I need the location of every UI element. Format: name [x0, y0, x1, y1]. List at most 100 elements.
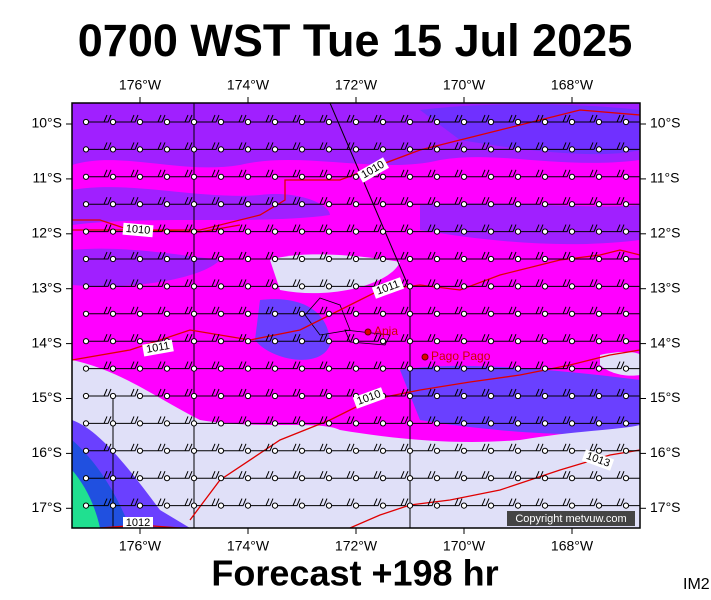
wind-barb: [329, 169, 355, 178]
wind-barb: [383, 361, 409, 370]
wind-barb: [302, 197, 328, 205]
wind-barb: [464, 498, 490, 507]
barb-station: [325, 310, 333, 317]
wind-barb: [626, 313, 640, 315]
barb-station: [433, 201, 441, 208]
wind-barb: [356, 251, 382, 260]
wind-barb: [356, 306, 382, 315]
barb-station: [595, 502, 603, 509]
barb-station: [568, 392, 576, 400]
wind-barb: [302, 498, 328, 507]
barb-station: [325, 392, 333, 400]
barb-station: [622, 146, 630, 153]
barb-station: [136, 420, 144, 427]
wind-barb: [275, 169, 301, 178]
barb-station: [379, 228, 387, 235]
barb-station: [82, 255, 90, 263]
wind-barb: [86, 279, 112, 287]
wind-barb: [383, 498, 409, 507]
wind-barb: [626, 422, 640, 424]
wind-barb: [329, 388, 355, 397]
wind-barb: [221, 224, 247, 233]
isobar-label-box: [122, 222, 154, 238]
barb-station: [460, 338, 468, 345]
barb-station: [136, 365, 144, 372]
barb-station: [82, 310, 90, 317]
wind-barb: [572, 361, 598, 370]
barb-station: [352, 310, 360, 317]
wind-barb: [329, 306, 355, 315]
wind-barb: [221, 388, 247, 397]
wind-barb: [356, 334, 382, 342]
wind-barb: [572, 334, 598, 342]
wind-barb: [572, 197, 598, 205]
barb-station: [379, 310, 387, 317]
barb-station: [109, 420, 117, 427]
barb-station: [298, 392, 306, 400]
barb-station: [244, 173, 252, 180]
wind-barb: [275, 279, 301, 287]
wind-barb: [545, 279, 571, 287]
lat-label: 14°S: [31, 334, 62, 350]
copyright-box: [507, 511, 635, 526]
wind-barb: [545, 334, 571, 342]
wind-barb: [410, 361, 436, 370]
wind-barb: [194, 361, 220, 370]
wind-barb: [599, 251, 625, 260]
barb-station: [379, 338, 387, 345]
lon-label: 168°W: [551, 538, 594, 554]
isobar-label-box: [371, 277, 405, 299]
barb-station: [217, 118, 225, 126]
wind-barb: [464, 306, 490, 315]
barb-station: [244, 201, 252, 208]
lat-label: 12°S: [31, 225, 62, 241]
wind-barb: [599, 197, 625, 205]
barb-station: [460, 118, 468, 126]
barb-station: [163, 365, 171, 372]
wind-barb: [167, 306, 193, 315]
barb-station: [460, 201, 468, 208]
barb-station: [460, 365, 468, 372]
barb-station: [352, 118, 360, 126]
wind-barb: [194, 498, 220, 507]
barb-station: [190, 502, 198, 509]
place-label: Apia: [374, 324, 398, 338]
wind-barb: [275, 142, 301, 150]
barb-station: [136, 475, 144, 482]
wind-barb: [221, 251, 247, 260]
lat-label: 10°S: [650, 115, 681, 131]
barb-station: [352, 146, 360, 153]
lat-label: 12°S: [650, 225, 681, 241]
barb-station: [622, 228, 630, 235]
lat-label: 15°S: [31, 389, 62, 405]
barb-station: [82, 447, 90, 454]
wind-barb: [518, 416, 544, 424]
barb-station: [325, 228, 333, 235]
barb-station: [568, 502, 576, 509]
wind-barb: [572, 306, 598, 315]
wind-barb: [437, 471, 463, 479]
barb-station: [541, 392, 549, 400]
wind-barb: [248, 279, 274, 287]
barb-station: [190, 118, 198, 126]
wind-barb: [464, 416, 490, 424]
wind-barb: [572, 142, 598, 150]
wind-barb: [302, 142, 328, 150]
wind-barb: [140, 443, 166, 452]
wind-barb: [545, 224, 571, 233]
wind-barb: [599, 361, 625, 370]
wind-barb: [329, 251, 355, 260]
wind-barb: [545, 197, 571, 205]
wind-barb: [599, 443, 625, 452]
wind-barb: [518, 197, 544, 205]
barb-station: [325, 283, 333, 290]
lon-label: 174°W: [227, 77, 270, 93]
barb-station: [460, 310, 468, 317]
wind-barb: [275, 224, 301, 233]
barb-station: [406, 338, 414, 345]
wind-barb: [518, 224, 544, 233]
wind-barb: [491, 224, 517, 233]
wind-barb: [329, 114, 355, 123]
wind-barb: [167, 471, 193, 479]
wind-barb: [302, 334, 328, 342]
